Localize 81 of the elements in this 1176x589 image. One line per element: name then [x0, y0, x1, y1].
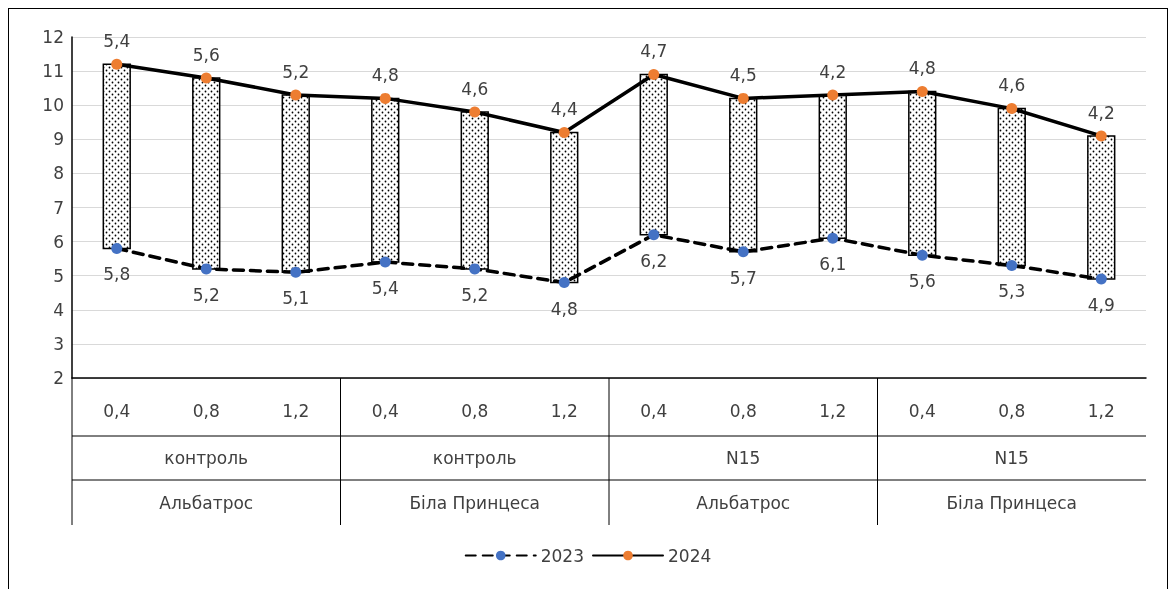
x-tick-label: 0,4	[640, 400, 668, 421]
data-label: 4,7	[640, 41, 668, 62]
y-tick-label: 4	[53, 299, 64, 320]
point	[648, 229, 660, 241]
data-label: 6,1	[819, 254, 847, 275]
point	[1095, 130, 1107, 142]
point	[379, 256, 391, 268]
point	[827, 89, 839, 101]
legend-label: 2024	[668, 545, 712, 566]
data-label: 4,5	[729, 65, 757, 86]
text: Альбатрос	[696, 492, 791, 513]
data-label: 5,7	[729, 267, 757, 288]
data-label: 4,2	[819, 61, 847, 82]
text: Біла Принцеса	[946, 492, 1078, 513]
y-tick-label: 2	[53, 368, 64, 388]
x-tick-label: 1,2	[819, 400, 847, 421]
text: N15	[994, 448, 1029, 468]
data-label: 5,6	[192, 44, 220, 65]
point	[558, 126, 570, 138]
x-tick-label: 1,2	[1087, 400, 1115, 421]
y-tick-label: 11	[42, 61, 64, 82]
y-tick-label: 12	[42, 27, 64, 47]
x-tick-label: 0,4	[908, 400, 936, 421]
data-label: 4,6	[998, 75, 1026, 96]
point	[916, 249, 928, 261]
data-label: 5,2	[282, 61, 310, 82]
text: Альбатрос	[159, 492, 254, 513]
data-label: 4,4	[550, 99, 578, 120]
data-label: 4,8	[550, 298, 578, 319]
data-label: 5,2	[461, 284, 489, 305]
y-tick-label: 8	[53, 163, 64, 184]
data-label: 5,8	[103, 264, 131, 285]
point	[737, 246, 749, 258]
point	[379, 92, 391, 104]
data-label: 4,6	[461, 78, 489, 99]
point	[469, 263, 481, 275]
point	[827, 232, 839, 244]
point	[200, 263, 212, 275]
y-tick-label: 5	[53, 265, 64, 286]
point	[1006, 259, 1018, 271]
point	[111, 242, 123, 254]
data-label: 5,3	[998, 281, 1026, 302]
x-tick-label: 0,4	[103, 400, 131, 421]
data-label: 4,9	[1087, 295, 1115, 316]
x-tick-label: 1,2	[282, 400, 310, 421]
data-label: 6,2	[640, 250, 668, 271]
x-tick-label: 0,4	[371, 400, 399, 421]
data-label: 5,4	[103, 31, 131, 52]
data-label: 5,4	[371, 278, 399, 299]
point	[290, 89, 302, 101]
x-tick-label: 0,8	[729, 400, 757, 421]
x-tick-label: 0,8	[998, 400, 1026, 421]
y-tick-label: 6	[53, 231, 64, 252]
data-label: 5,6	[908, 271, 936, 292]
point	[737, 92, 749, 104]
text: контроль	[432, 448, 517, 468]
data-label: 4,2	[1087, 102, 1115, 123]
point	[1095, 273, 1107, 285]
text: Біла Принцеса	[409, 492, 541, 513]
x-tick-label: 0,8	[192, 400, 220, 421]
point	[558, 277, 570, 289]
y-tick-label: 10	[42, 95, 64, 116]
y-tick-label: 9	[53, 129, 64, 150]
data-label: 5,1	[282, 288, 310, 309]
point	[1006, 103, 1018, 115]
point	[200, 72, 212, 84]
data-label: 4,8	[371, 65, 399, 86]
y-tick-label: 3	[53, 333, 64, 354]
point	[290, 266, 302, 278]
text: контроль	[164, 448, 249, 468]
point	[111, 58, 123, 70]
legend-label: 2023	[540, 545, 584, 566]
y-tick-label: 7	[53, 197, 64, 218]
point	[916, 86, 928, 98]
data-label: 4,8	[908, 58, 936, 79]
data-label: 5,2	[192, 284, 220, 305]
x-tick-label: 0,8	[461, 400, 489, 421]
point	[469, 106, 481, 118]
point	[648, 69, 660, 81]
x-tick-label: 1,2	[550, 400, 578, 421]
text: N15	[726, 448, 761, 468]
